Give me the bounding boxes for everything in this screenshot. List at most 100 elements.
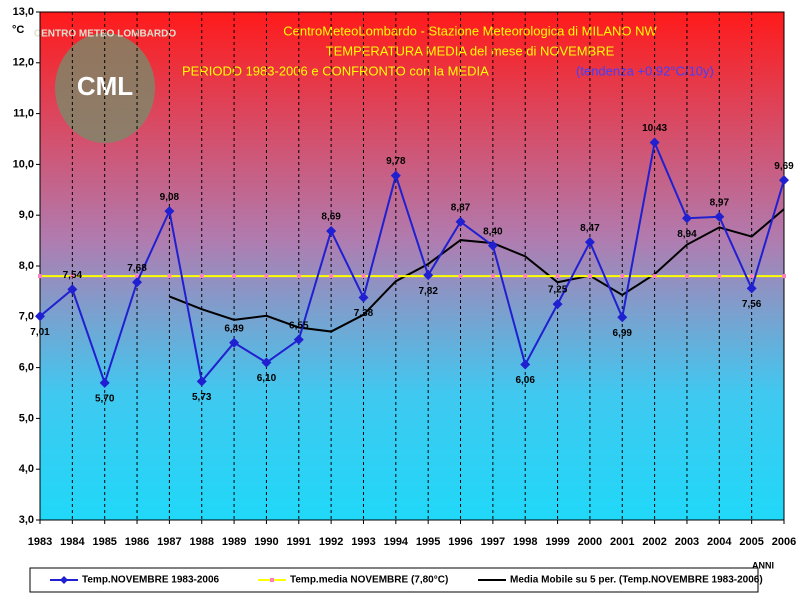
point xyxy=(232,274,237,279)
x-tick-label: 1985 xyxy=(92,536,116,548)
point xyxy=(132,277,143,288)
plot-border xyxy=(39,11,785,521)
annotation: (tendenza +0,92°C/10y) xyxy=(576,63,714,78)
point xyxy=(70,274,75,279)
series-line xyxy=(169,208,785,333)
point xyxy=(361,274,366,279)
point xyxy=(229,337,240,348)
point xyxy=(358,292,369,303)
data-label: 5,70 xyxy=(95,393,115,404)
point xyxy=(164,206,175,217)
point xyxy=(102,274,107,279)
data-label: 9,08 xyxy=(160,192,180,203)
chart-subtitle: TEMPERATURA MEDIA del mese di NOVEMBRE xyxy=(326,43,615,58)
plot-area xyxy=(40,12,784,520)
x-tick-label: 1986 xyxy=(125,536,149,548)
legend xyxy=(29,567,759,593)
point xyxy=(779,175,789,186)
data-label: 7,82 xyxy=(418,286,438,297)
point xyxy=(587,274,592,279)
y-axis-label: °C xyxy=(12,24,24,36)
chart-subtitle: PERIODO 1983-2006 e CONFRONTO con la MED… xyxy=(182,63,489,78)
x-tick-label: 1987 xyxy=(157,536,181,548)
point xyxy=(555,274,560,279)
point xyxy=(649,137,660,148)
data-label: 6,55 xyxy=(289,320,309,331)
y-tick-label: 3,0 xyxy=(19,514,34,526)
x-tick-label: 1994 xyxy=(384,536,409,548)
x-tick-label: 2001 xyxy=(610,536,634,548)
data-label: 7,25 xyxy=(548,285,568,296)
point xyxy=(487,240,498,251)
y-tick-label: 6,0 xyxy=(19,362,34,374)
y-tick-label: 11,0 xyxy=(13,108,34,120)
x-tick-label: 2004 xyxy=(707,536,732,548)
x-tick-label: 2006 xyxy=(772,536,796,548)
x-tick-label: 1998 xyxy=(513,536,537,548)
point xyxy=(782,274,786,279)
x-tick-label: 1983 xyxy=(28,536,52,548)
data-label: 9,78 xyxy=(386,156,406,167)
data-label: 7,56 xyxy=(742,299,762,310)
y-tick-label: 4,0 xyxy=(19,463,34,475)
y-tick-label: 10,0 xyxy=(13,158,34,170)
x-tick-label: 1999 xyxy=(545,536,569,548)
legend-marker xyxy=(270,578,274,582)
point xyxy=(652,274,657,279)
y-tick-label: 13,0 xyxy=(13,6,34,18)
x-tick-label: 1997 xyxy=(481,536,505,548)
point xyxy=(490,274,495,279)
data-label: 8,40 xyxy=(483,226,503,237)
y-tick-label: 9,0 xyxy=(19,209,34,221)
point xyxy=(196,376,207,387)
x-tick-label: 1988 xyxy=(189,536,213,548)
point xyxy=(617,312,628,323)
series-line xyxy=(39,139,785,386)
logo-text: CENTRO METEO LOMBARDO xyxy=(34,29,176,40)
point xyxy=(714,211,725,222)
point xyxy=(393,274,398,279)
point xyxy=(199,274,204,279)
y-tick-label: 7,0 xyxy=(19,311,34,323)
data-label: 6,10 xyxy=(257,373,277,384)
point xyxy=(390,170,401,181)
data-label: 7,38 xyxy=(354,308,374,319)
data-label: 10,43 xyxy=(642,123,667,134)
data-label: 9,69 xyxy=(774,161,794,172)
point xyxy=(717,274,722,279)
point xyxy=(681,213,692,224)
x-tick-label: 1991 xyxy=(287,536,311,548)
point xyxy=(520,359,531,370)
x-axis-label: ANNI xyxy=(752,560,774,570)
x-tick-label: 1992 xyxy=(319,536,343,548)
legend-label: Temp.NOVEMBRE 1983-2006 xyxy=(82,575,220,586)
data-label: 6,49 xyxy=(224,323,244,334)
y-tick-label: 8,0 xyxy=(19,260,34,272)
data-label: 8,47 xyxy=(580,223,600,234)
point xyxy=(620,274,625,279)
point xyxy=(552,299,563,310)
y-tick-label: 5,0 xyxy=(19,412,34,424)
point xyxy=(296,274,301,279)
point xyxy=(38,274,42,279)
point xyxy=(264,274,269,279)
point xyxy=(135,274,140,279)
x-tick-label: 2000 xyxy=(578,536,602,548)
x-tick-label: 2003 xyxy=(675,536,699,548)
x-tick-label: 1993 xyxy=(351,536,375,548)
point xyxy=(749,274,754,279)
x-tick-label: 2002 xyxy=(642,536,666,548)
point xyxy=(326,225,337,236)
x-tick-label: 1996 xyxy=(448,536,472,548)
x-tick-label: 1990 xyxy=(254,536,278,548)
legend-label: Temp.media NOVEMBRE (7,80°C) xyxy=(290,575,448,586)
legend-label: Media Mobile su 5 per. (Temp.NOVEMBRE 19… xyxy=(510,575,763,586)
data-label: 5,73 xyxy=(192,392,212,403)
legend-marker xyxy=(60,576,68,584)
data-label: 6,06 xyxy=(515,375,535,386)
point xyxy=(455,216,466,227)
data-label: 7,54 xyxy=(63,270,83,281)
point xyxy=(329,274,334,279)
data-label: 8,94 xyxy=(677,229,697,240)
